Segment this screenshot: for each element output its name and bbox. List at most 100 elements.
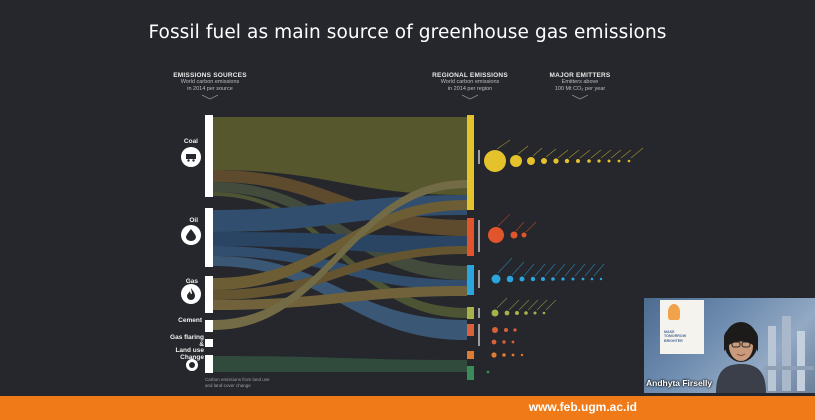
emitter-labels-na bbox=[497, 213, 537, 233]
oil-drop-icon bbox=[181, 225, 201, 245]
source-bar-flaring bbox=[205, 339, 213, 347]
presenter-webcam: MAKE TOMORROW BRIGHTER Andhyta Firselly bbox=[644, 298, 815, 393]
flow-cement bbox=[213, 180, 467, 330]
emitter-bubble bbox=[617, 159, 621, 163]
emitters-landuse bbox=[486, 370, 490, 374]
header-sub: Emitters above bbox=[561, 79, 599, 85]
source-bar-oil bbox=[205, 208, 213, 267]
emitter-labels-europe bbox=[497, 257, 605, 277]
emitter-bubble bbox=[581, 277, 585, 281]
region-bar-latam bbox=[467, 351, 474, 359]
emitter-bubble bbox=[571, 277, 575, 281]
emitter-bubble bbox=[587, 159, 591, 163]
header-title: MAJOR EMITTERS bbox=[549, 72, 611, 79]
emitter-bubble bbox=[524, 311, 528, 315]
emitter-bubble bbox=[521, 232, 527, 238]
flow-coal-asia bbox=[213, 117, 467, 195]
emitters-europe bbox=[491, 274, 603, 284]
header-major-emitters: MAJOR EMITTERS Emitters above 100 Mt CO₂… bbox=[530, 72, 630, 100]
region-label-marks bbox=[478, 150, 480, 346]
background-pipes bbox=[764, 316, 814, 391]
emitter-bubble bbox=[486, 370, 490, 374]
note-line: and land-cover change bbox=[205, 382, 251, 388]
emitter-bubble bbox=[590, 277, 594, 281]
banner-line: TOMORROW bbox=[664, 334, 687, 339]
banner-line: MAKE bbox=[664, 330, 675, 334]
emitter-bubble bbox=[527, 157, 535, 165]
emitter-bubble bbox=[597, 159, 601, 163]
chevron-down-icon bbox=[201, 94, 219, 100]
emitter-bubble bbox=[511, 353, 515, 357]
banner-text: MAKE TOMORROW BRIGHTER bbox=[664, 330, 686, 343]
emitter-bubble bbox=[551, 277, 555, 281]
region-bar-asia bbox=[467, 115, 474, 210]
emitter-bubble bbox=[533, 311, 537, 315]
emitter-bubble bbox=[491, 339, 497, 345]
note-line: Carbon emissions from land use bbox=[205, 377, 270, 382]
presenter-person bbox=[716, 322, 766, 393]
presenter-name: Andhyta Firselly bbox=[646, 378, 713, 388]
footer-bar: www.feb.ugm.ac.id bbox=[0, 396, 815, 420]
region-bar-europe bbox=[467, 265, 474, 295]
emitter-bubble bbox=[488, 227, 504, 243]
footer-url: www.feb.ugm.ac.id bbox=[528, 400, 637, 414]
presentation-slide: Fossil fuel as main source of greenhouse… bbox=[148, 22, 815, 393]
source-label-cement: Cement bbox=[178, 317, 202, 324]
header-sub: World carbon emissions bbox=[180, 79, 240, 85]
emitter-bubble bbox=[510, 155, 522, 167]
emitter-bubble bbox=[530, 276, 536, 282]
flow-gas-na bbox=[213, 246, 467, 300]
emitter-bubble bbox=[627, 159, 631, 163]
emitter-labels-me bbox=[496, 297, 557, 311]
chevron-down-icon bbox=[571, 94, 589, 100]
emitter-bubble bbox=[576, 159, 580, 163]
emitter-bubble bbox=[492, 327, 498, 333]
source-label-gas-flaring: Gas flaring & bbox=[170, 334, 204, 348]
emitter-bubble bbox=[504, 328, 508, 332]
header-emissions-sources: EMISSIONS SOURCES World carbon emissions… bbox=[160, 72, 260, 100]
emitter-bubble bbox=[542, 311, 546, 315]
emitter-bubble bbox=[513, 328, 517, 332]
flow-landuse bbox=[213, 356, 467, 372]
coal-cart-icon bbox=[181, 147, 201, 167]
emitter-bubble bbox=[515, 311, 519, 315]
flow-group bbox=[213, 117, 467, 372]
emitter-labels-asia bbox=[496, 139, 644, 159]
region-bar-other bbox=[467, 366, 474, 380]
header-regional-emissions: REGIONAL EMISSIONS World carbon emission… bbox=[420, 72, 520, 100]
source-label-land-use: Land use Change bbox=[175, 347, 204, 361]
landuse-note: Carbon emissions from land use and land-… bbox=[205, 377, 270, 388]
source-bar-cement bbox=[205, 320, 213, 332]
emitters-north-america bbox=[488, 227, 527, 243]
emitters-asia bbox=[484, 150, 631, 172]
header-sub: World carbon emissions bbox=[440, 79, 500, 85]
region-bar-middle-east bbox=[467, 307, 474, 319]
source-label-gas: Gas bbox=[185, 278, 198, 285]
source-bar-coal bbox=[205, 115, 213, 197]
emitters-africa bbox=[491, 327, 517, 345]
flow-gas-asia bbox=[213, 200, 467, 290]
source-label-coal: Coal bbox=[183, 138, 198, 145]
header-title: EMISSIONS SOURCES bbox=[173, 72, 247, 79]
flow-coal-europe bbox=[213, 182, 467, 280]
emitter-bubble bbox=[564, 158, 570, 164]
source-bar-gas bbox=[205, 276, 213, 313]
region-bar-north-america bbox=[467, 218, 474, 256]
emitter-bubble bbox=[541, 158, 547, 164]
emitter-bubble bbox=[502, 353, 506, 357]
torch-logo-icon bbox=[668, 304, 680, 320]
region-bar-africa bbox=[467, 324, 474, 336]
header-sub: 100 Mt CO₂ per year bbox=[554, 85, 606, 92]
emitter-bubble bbox=[484, 150, 506, 172]
header-sub: in 2014 per source bbox=[187, 85, 233, 92]
emitter-bubble bbox=[553, 158, 559, 164]
emitter-bubble bbox=[599, 277, 603, 281]
emitter-bubble bbox=[491, 309, 499, 317]
sankey-infographic bbox=[205, 115, 644, 380]
source-bar-landuse bbox=[205, 355, 213, 373]
emitter-bubble bbox=[504, 310, 510, 316]
chevron-down-icon bbox=[461, 94, 479, 100]
header-title: REGIONAL EMISSIONS bbox=[432, 72, 508, 79]
emitter-bubble bbox=[541, 277, 545, 281]
emitter-bubble bbox=[502, 340, 506, 344]
